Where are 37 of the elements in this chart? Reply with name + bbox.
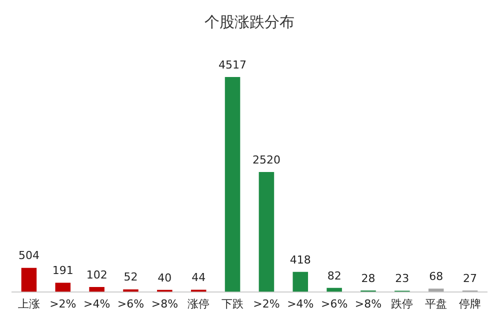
data-label: 28 bbox=[361, 272, 376, 285]
data-label: 4517 bbox=[218, 58, 247, 72]
bar bbox=[258, 172, 274, 292]
bar bbox=[89, 286, 104, 292]
data-label: 23 bbox=[395, 272, 410, 286]
data-label: 52 bbox=[124, 270, 138, 284]
data-label: 44 bbox=[192, 271, 206, 284]
data-label: 191 bbox=[52, 264, 74, 278]
bar bbox=[55, 282, 71, 292]
x-tick-label: >2% bbox=[50, 297, 76, 310]
x-tick-label: 涨停 bbox=[188, 297, 210, 310]
data-label: 40 bbox=[158, 271, 172, 284]
data-label: 82 bbox=[327, 269, 342, 282]
data-label: 2520 bbox=[252, 153, 280, 166]
bar bbox=[292, 272, 308, 292]
x-tick-label: >2% bbox=[253, 297, 280, 310]
data-label: 102 bbox=[86, 268, 108, 282]
x-tick-label: 平盘 bbox=[425, 297, 448, 310]
bar bbox=[224, 76, 240, 292]
x-tick-label: >8% bbox=[151, 297, 178, 310]
x-tick-label: >4% bbox=[83, 297, 110, 310]
x-tick-label: >8% bbox=[354, 297, 382, 310]
data-label: 68 bbox=[429, 270, 444, 283]
x-tick-label: >6% bbox=[117, 297, 144, 310]
data-label: 27 bbox=[463, 272, 478, 285]
bar bbox=[428, 288, 444, 292]
x-tick-label: 上涨 bbox=[18, 297, 40, 310]
x-tick-label: >6% bbox=[320, 297, 348, 310]
data-label: 418 bbox=[290, 253, 311, 266]
x-tick-label: 停牌 bbox=[459, 297, 482, 310]
x-tick-label: >4% bbox=[287, 297, 314, 310]
chart-title: 个股涨跌分布 bbox=[204, 12, 294, 31]
bar bbox=[21, 268, 37, 292]
data-label: 504 bbox=[18, 249, 40, 262]
x-tick-label: 下跌 bbox=[222, 297, 244, 310]
bar bbox=[326, 288, 342, 292]
x-tick-label: 跌停 bbox=[391, 297, 414, 310]
